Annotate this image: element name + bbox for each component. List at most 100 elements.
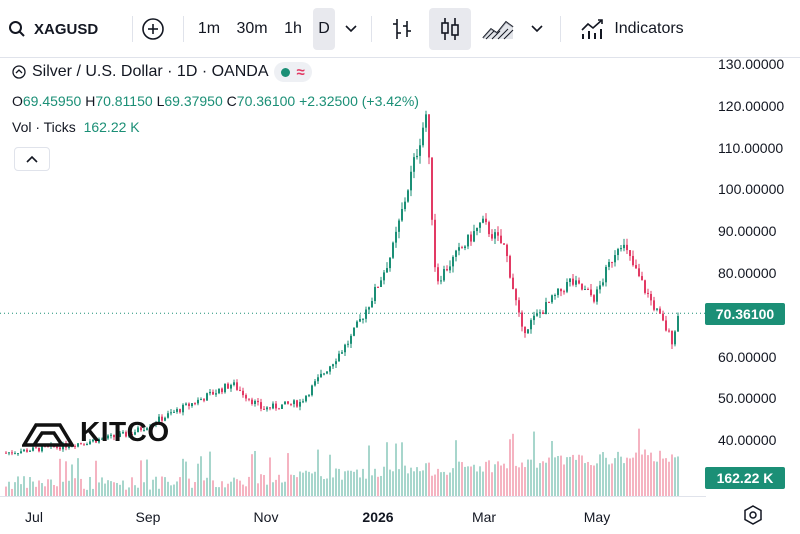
candle-body xyxy=(431,157,433,220)
candle-body xyxy=(371,301,373,308)
candle-body xyxy=(455,250,457,257)
price-chart[interactable] xyxy=(0,58,706,496)
candle-body xyxy=(338,353,340,362)
indicators-button[interactable]: Indicators xyxy=(572,8,692,50)
volume-bar xyxy=(524,467,526,496)
volume-bar xyxy=(650,452,652,496)
candle-body xyxy=(521,312,523,327)
volume-bar xyxy=(371,475,373,496)
volume-bar xyxy=(47,479,49,496)
price-axis[interactable]: 130.00000 120.00000 110.00000 100.00000 90.0… xyxy=(706,56,800,496)
volume-bar xyxy=(590,465,592,496)
volume-bar xyxy=(98,482,100,496)
candle-body xyxy=(332,364,334,367)
timeframe-d-button[interactable]: D xyxy=(313,8,335,50)
volume-bar xyxy=(620,456,622,496)
time-axis-label: May xyxy=(583,509,611,525)
timeframe-30m-button[interactable]: 30m xyxy=(232,8,272,50)
timeframe-1h-button[interactable]: 1h xyxy=(278,8,308,50)
volume-bar xyxy=(470,466,472,496)
candle-body xyxy=(59,447,61,450)
time-axis[interactable]: Jul Sep Nov 2026 Mar May xyxy=(0,496,706,534)
candle-body xyxy=(215,393,217,395)
candle-body xyxy=(128,434,130,437)
candle-body xyxy=(152,424,154,427)
time-axis-label: Mar xyxy=(471,509,497,525)
candle-body xyxy=(11,452,13,454)
volume-bar xyxy=(41,483,43,496)
candle-body xyxy=(611,262,613,264)
volume-bar xyxy=(314,471,316,496)
candle-body xyxy=(362,318,364,320)
candle-body xyxy=(341,352,343,354)
candle-body xyxy=(509,256,511,278)
volume-bar xyxy=(281,482,283,496)
volume-bar xyxy=(527,459,529,496)
candle-body xyxy=(578,280,580,284)
volume-bar xyxy=(437,468,439,496)
candle-body xyxy=(287,401,289,404)
settings-hexagon-icon xyxy=(744,505,762,525)
volume-bar xyxy=(272,482,274,496)
chart-settings-button[interactable] xyxy=(742,504,764,526)
timeframe-dropdown-button[interactable] xyxy=(340,8,362,50)
volume-bar xyxy=(122,480,124,496)
volume-bar xyxy=(227,483,229,496)
volume-bar xyxy=(629,458,631,496)
candle-body xyxy=(392,242,394,258)
chart-style-dropdown-button[interactable] xyxy=(526,8,548,50)
timeframe-1m-button[interactable]: 1m xyxy=(192,8,226,50)
volume-bar xyxy=(494,464,496,496)
volume-bar xyxy=(497,461,499,496)
candle-body xyxy=(179,409,181,413)
low-value: 69.37950 xyxy=(164,93,223,109)
symbol-search-button[interactable]: XAGUSD xyxy=(8,8,128,50)
candle-body xyxy=(569,278,571,283)
candle-body xyxy=(308,395,310,397)
candle-body xyxy=(203,399,205,401)
volume-bar xyxy=(23,476,25,496)
area-style-button[interactable] xyxy=(478,8,518,50)
candle-body xyxy=(653,300,655,310)
candle-body xyxy=(671,330,673,345)
candle-body xyxy=(491,234,493,239)
candle-body xyxy=(410,171,412,191)
candle-body xyxy=(29,450,31,452)
candle-body xyxy=(302,401,304,403)
chart-legend: Silver / U.S. Dollar · 1D · OANDA ≈ xyxy=(12,62,312,82)
volume-bar xyxy=(335,468,337,496)
volume-bar xyxy=(305,470,307,496)
volume-bar xyxy=(539,463,541,496)
candle-body xyxy=(191,403,193,406)
compare-symbol-button[interactable] xyxy=(138,8,168,50)
volume-bar xyxy=(623,463,625,496)
volume-bar xyxy=(677,456,679,496)
candle-body xyxy=(524,326,526,334)
volume-bar xyxy=(422,470,424,496)
candle-body xyxy=(539,312,541,314)
candle-body xyxy=(389,257,391,269)
candle-body xyxy=(233,382,235,385)
candle-body xyxy=(443,269,445,281)
candle-body xyxy=(572,278,574,285)
volume-bar xyxy=(431,475,433,496)
candle-body xyxy=(629,250,631,256)
market-status-badge[interactable]: ≈ xyxy=(274,62,312,82)
candle-style-button[interactable] xyxy=(429,8,471,50)
collapse-legend-button[interactable] xyxy=(14,147,50,171)
candle-body xyxy=(164,417,166,421)
volume-bar xyxy=(671,454,673,496)
toolbar-divider xyxy=(132,16,133,42)
bar-style-button[interactable] xyxy=(386,8,418,50)
candle-body xyxy=(77,443,79,447)
collapse-arrow-icon[interactable] xyxy=(12,65,26,79)
candle-body xyxy=(608,262,610,267)
candle-body xyxy=(218,388,220,394)
candle-body xyxy=(221,388,223,393)
candle-body xyxy=(674,331,676,345)
candle-body xyxy=(602,282,604,286)
volume-bar xyxy=(131,477,133,496)
volume-bar xyxy=(347,470,349,496)
candle-body xyxy=(131,434,133,436)
candle-body xyxy=(404,201,406,210)
